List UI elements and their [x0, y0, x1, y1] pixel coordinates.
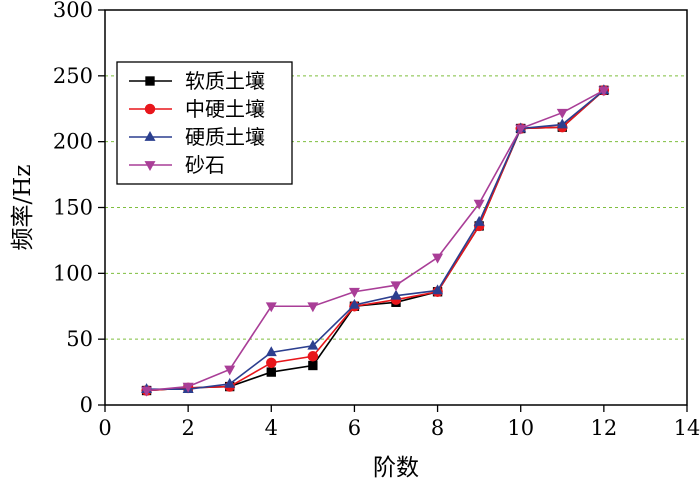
- data-point: [432, 284, 444, 295]
- data-point: [556, 118, 568, 129]
- y-tick-label: 300: [53, 0, 93, 22]
- series-line: [146, 89, 605, 391]
- data-point: [265, 346, 277, 357]
- data-point: [432, 253, 444, 264]
- x-tick-label: 14: [674, 416, 700, 440]
- series-4: [141, 86, 610, 397]
- data-point: [348, 287, 360, 298]
- data-point: [141, 386, 153, 397]
- legend-item: 中硬土壤: [129, 97, 265, 121]
- x-axis-title: 阶数: [373, 455, 419, 481]
- data-point: [390, 281, 402, 292]
- y-tick-label: 100: [53, 261, 93, 285]
- data-point: [473, 199, 485, 210]
- legend-label: 中硬土壤: [185, 97, 265, 121]
- y-tick-label: 250: [53, 64, 93, 88]
- y-tick-label: 50: [66, 327, 93, 351]
- legend-item: 软质土壤: [129, 69, 265, 93]
- legend-item: 硬质土壤: [129, 125, 265, 149]
- y-tick-label: 200: [53, 130, 93, 154]
- x-tick-label: 0: [98, 416, 111, 440]
- x-tick-label: 6: [348, 416, 361, 440]
- legend-label: 硬质土壤: [185, 125, 265, 149]
- y-axis-title: 频率/Hz: [10, 165, 36, 251]
- legend-marker: [144, 161, 156, 172]
- data-point: [390, 289, 402, 300]
- x-tick-label: 8: [431, 416, 444, 440]
- data-point: [598, 86, 610, 97]
- legend-marker: [144, 130, 156, 141]
- axis-ticks: 0 2 4 6 8 10 12 14 0 50 100 150 200 250 300: [53, 0, 700, 440]
- series-layer: [141, 84, 610, 397]
- data-point: [307, 351, 319, 362]
- data-point: [307, 302, 319, 313]
- x-tick-label: 2: [181, 416, 194, 440]
- legend-label: 砂石: [185, 153, 225, 177]
- data-point: [265, 302, 277, 313]
- legend-label: 软质土壤: [185, 69, 265, 93]
- data-point: [515, 124, 527, 135]
- data-point: [266, 367, 276, 377]
- x-tick-label: 12: [590, 416, 617, 440]
- data-point: [224, 365, 236, 376]
- legend-item: 砂石: [129, 153, 225, 177]
- data-point: [307, 339, 319, 350]
- data-point: [473, 215, 485, 226]
- legend-marker: [144, 103, 156, 115]
- series-line: [146, 89, 605, 392]
- y-tick-label: 0: [80, 393, 93, 417]
- data-point: [556, 108, 568, 119]
- data-point: [266, 357, 277, 369]
- data-point: [308, 360, 318, 371]
- legend-marker: [145, 76, 155, 86]
- y-tick-label: 150: [53, 196, 93, 220]
- data-point: [182, 382, 194, 393]
- x-tick-label: 10: [507, 416, 534, 440]
- x-tick-label: 4: [265, 416, 278, 440]
- data-point: [224, 377, 236, 388]
- data-point: [348, 298, 360, 309]
